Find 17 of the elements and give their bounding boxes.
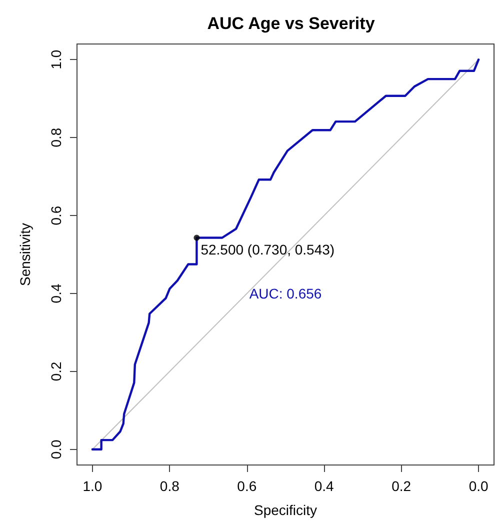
x-tick-label: 0.2: [392, 478, 412, 494]
y-tick-label: 0.4: [48, 284, 64, 304]
y-tick-label: 0.8: [48, 128, 64, 148]
x-tick-label: 0.0: [468, 478, 488, 494]
annotation: 52.500 (0.730, 0.543): [200, 242, 335, 258]
x-tick-label: 0.6: [237, 478, 257, 494]
x-axis-title: Specificity: [254, 502, 318, 518]
y-tick-label: 0.0: [48, 439, 64, 460]
y-tick-label: 0.6: [48, 206, 64, 226]
annotation: AUC: 0.656: [249, 285, 322, 302]
y-tick-label: 1.0: [48, 50, 64, 70]
chart-title: AUC Age vs Severity: [207, 14, 376, 33]
y-axis-title: Sensitivity: [17, 222, 33, 286]
x-tick-label: 0.8: [160, 478, 180, 494]
x-tick-label: 1.0: [82, 478, 102, 494]
x-tick-label: 0.4: [314, 478, 334, 494]
y-tick-label: 0.2: [48, 362, 64, 382]
